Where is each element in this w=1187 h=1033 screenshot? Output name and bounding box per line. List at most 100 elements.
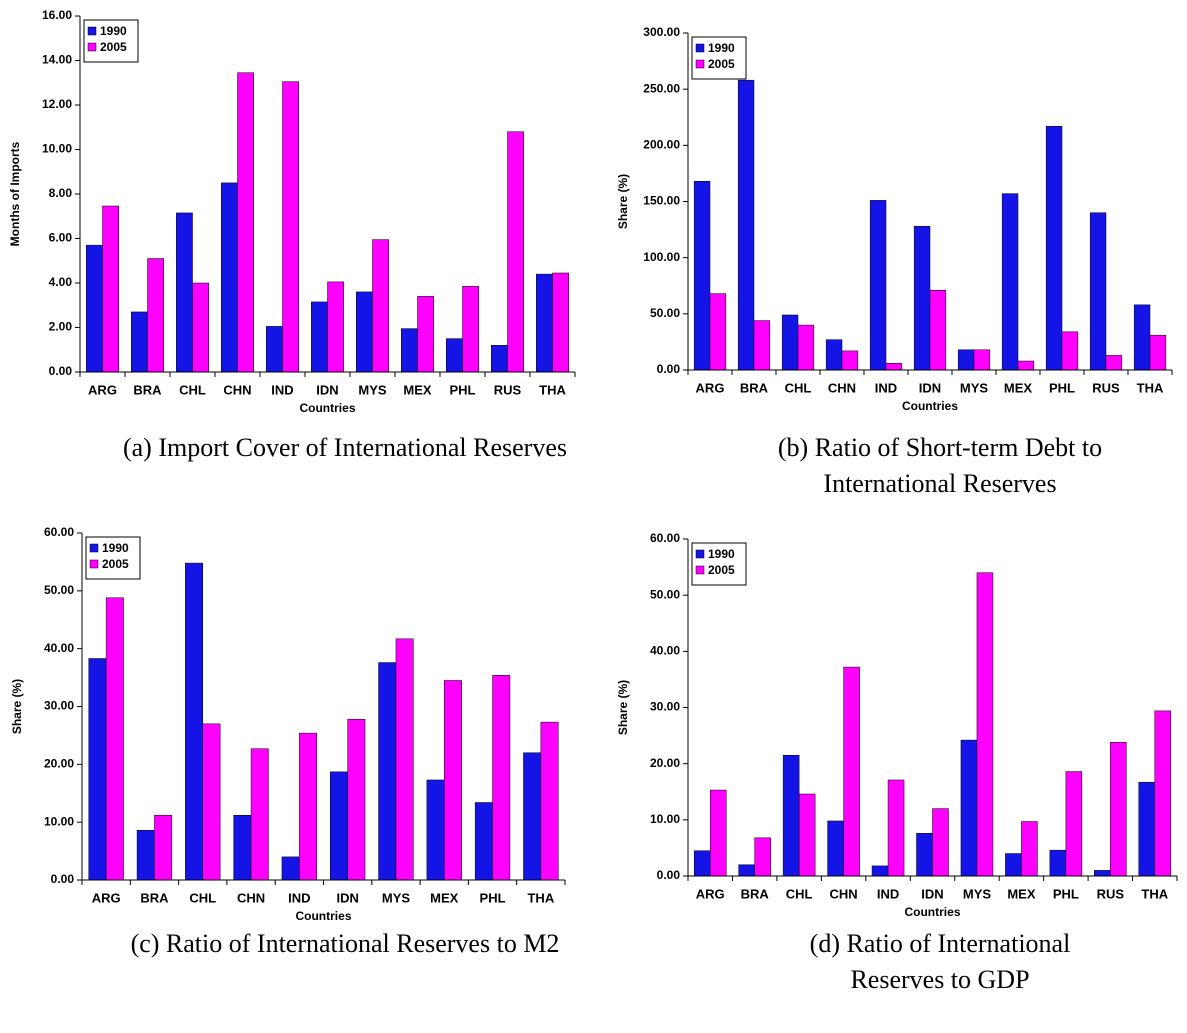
bar: [88, 658, 107, 881]
legend-label: 2005: [100, 40, 127, 54]
y-tick-label: 250.00: [643, 81, 680, 95]
y-tick-label: 60.00: [44, 525, 74, 539]
bar: [311, 301, 328, 373]
x-tick-label: MEX: [430, 890, 459, 905]
x-tick-label: IND: [271, 382, 293, 397]
x-tick-label: CHL: [189, 890, 216, 905]
x-tick-label: PHL: [480, 890, 506, 905]
legend-swatch: [695, 43, 705, 53]
bar: [185, 562, 203, 881]
bar: [446, 338, 463, 373]
x-axis-label: Countries: [299, 401, 355, 415]
bar: [474, 802, 493, 881]
bar: [1065, 771, 1083, 877]
y-tick-label: 0.00: [49, 364, 73, 378]
y-tick-label: 30.00: [650, 700, 680, 714]
bar: [841, 350, 859, 371]
x-tick-label: ARG: [696, 380, 725, 395]
legend-swatch: [89, 543, 99, 553]
y-tick-label: 20.00: [650, 756, 680, 770]
x-tick-label: CHN: [830, 886, 858, 901]
x-tick-label: CHL: [179, 382, 206, 397]
bar: [1133, 304, 1151, 371]
legend-swatch: [87, 42, 97, 52]
bar: [282, 81, 299, 373]
x-tick-label: IDN: [336, 890, 358, 905]
bar: [347, 718, 366, 881]
legend-label: 1990: [100, 24, 127, 38]
x-tick-label: MEX: [1004, 380, 1033, 395]
y-tick-label: 30.00: [44, 699, 74, 713]
bar: [266, 326, 283, 373]
x-tick-label: MYS: [963, 886, 992, 901]
x-tick-label: IND: [288, 890, 310, 905]
legend-label: 1990: [708, 547, 735, 561]
legend-swatch: [87, 26, 97, 36]
bar: [827, 820, 844, 877]
y-axis-label: Share (%): [10, 679, 24, 734]
y-tick-label: 40.00: [650, 644, 680, 658]
y-tick-label: 10.00: [44, 814, 74, 828]
legend-label: 2005: [708, 57, 735, 71]
bar: [523, 752, 542, 881]
y-tick-label: 0.00: [51, 872, 75, 886]
y-tick-label: 50.00: [44, 583, 74, 597]
x-tick-label: CHN: [828, 380, 856, 395]
bar: [709, 293, 727, 371]
bar: [1045, 125, 1063, 371]
x-tick-label: PHL: [1053, 886, 1079, 901]
y-tick-label: 200.00: [643, 138, 680, 152]
caption: (d) Ratio of International: [810, 929, 1071, 958]
bar: [709, 789, 727, 877]
bar: [426, 779, 445, 881]
y-tick-label: 16.00: [42, 8, 72, 22]
y-tick-label: 14.00: [42, 53, 72, 67]
y-tick-label: 150.00: [643, 194, 680, 208]
x-tick-label: THA: [527, 890, 554, 905]
x-tick-label: THA: [1137, 380, 1164, 395]
y-tick-label: 50.00: [650, 587, 680, 601]
bar: [825, 339, 843, 371]
x-tick-label: ARG: [88, 382, 117, 397]
caption: (c) Ratio of International Reserves to M…: [131, 929, 560, 958]
bar: [378, 662, 397, 881]
x-tick-label: IND: [877, 886, 899, 901]
bar: [330, 771, 348, 881]
bar: [913, 225, 931, 371]
x-tick-label: MEX: [403, 382, 432, 397]
bar: [372, 239, 389, 373]
bar: [507, 131, 524, 373]
x-tick-label: IDN: [316, 382, 338, 397]
bar: [871, 865, 889, 877]
bar: [202, 723, 221, 881]
y-tick-label: 6.00: [49, 231, 73, 245]
bar: [281, 856, 300, 881]
bar: [1138, 781, 1156, 877]
bar: [105, 597, 124, 881]
bar: [462, 286, 479, 373]
bar: [887, 779, 905, 877]
bar: [916, 833, 933, 877]
y-tick-label: 8.00: [49, 186, 73, 200]
x-tick-label: ARG: [92, 890, 121, 905]
bar: [797, 324, 815, 371]
bar: [395, 638, 414, 881]
x-tick-label: MYS: [960, 380, 989, 395]
bar: [221, 182, 238, 373]
bar: [885, 363, 903, 371]
bar: [973, 349, 991, 371]
legend-label: 2005: [102, 557, 129, 571]
legend-label: 1990: [102, 541, 129, 555]
x-tick-label: IDN: [919, 380, 941, 395]
caption: Reserves to GDP: [850, 965, 1029, 994]
y-tick-label: 300.00: [643, 25, 680, 39]
bar: [929, 289, 947, 371]
y-tick-label: 100.00: [643, 250, 680, 264]
bar: [1021, 821, 1038, 877]
y-axis-label: Share (%): [616, 174, 630, 229]
bar: [192, 282, 209, 373]
y-tick-label: 0.00: [657, 868, 681, 882]
bar: [976, 572, 994, 877]
bar: [176, 212, 193, 373]
y-tick-label: 10.00: [650, 812, 680, 826]
